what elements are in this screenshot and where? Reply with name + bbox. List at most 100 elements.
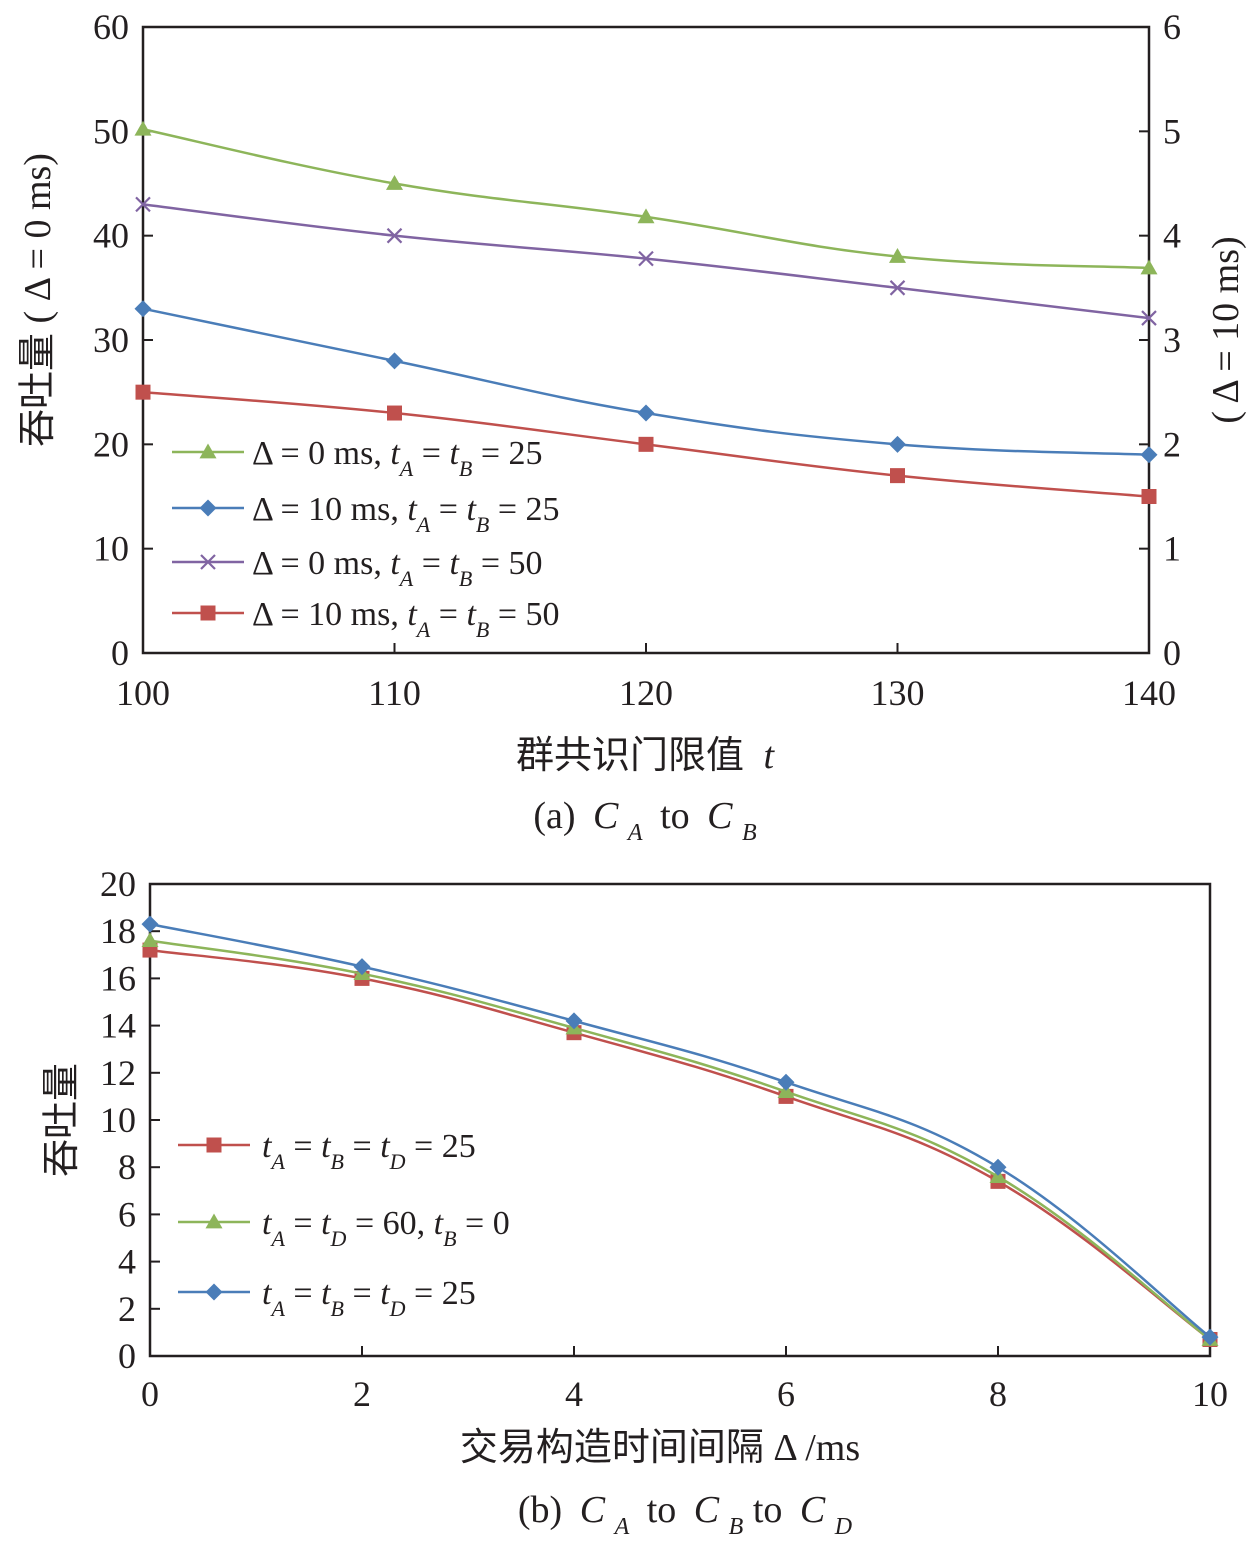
data-point-b-1-0 [141, 932, 159, 948]
legend-label-b-0-var-0: t [262, 1128, 273, 1165]
x-tick-label-b-0: 0 [141, 1374, 159, 1414]
legend-marker-b-1 [205, 1213, 223, 1229]
legend-label-a-3-sub-5: B [476, 617, 489, 642]
series-line-a-1 [142, 307, 1150, 457]
caption-b-sub1: A [613, 1514, 630, 1540]
legend-label-b-0: tA = tB = tD = 25 [262, 1128, 476, 1174]
y-tick-label-b-2: 4 [118, 1242, 136, 1282]
y-tick-label-b-6: 12 [100, 1053, 136, 1093]
x-tick-label-b-4: 8 [989, 1374, 1007, 1414]
legend-label-a-2-sub-5: B [459, 566, 472, 591]
data-point-a-3-2 [638, 436, 654, 452]
legend-label-a-2-txt-6: = 50 [472, 545, 542, 582]
legend-marker-b-2 [205, 1283, 223, 1301]
legend-label-a-0-sub-2: A [398, 456, 414, 481]
caption-b-prefix: (b) [518, 1489, 562, 1531]
legend-label-a-2-sub-2: A [398, 566, 414, 591]
legend-label-b-0-var-3: t [321, 1128, 332, 1165]
legend-label-b-2-txt-8: = 25 [406, 1275, 476, 1312]
data-point-a-1-4 [1140, 446, 1158, 464]
caption-a-prefix: (a) [533, 795, 575, 837]
y-tick-label-left-a-6: 60 [93, 7, 129, 47]
legend-label-a-2-txt-0: Δ = 0 ms, [252, 545, 390, 582]
caption-a-to: to [660, 795, 690, 837]
legend-label-a-0-sub-5: B [459, 456, 472, 481]
y-tick-label-b-5: 10 [100, 1100, 136, 1140]
data-point-a-0-0 [134, 120, 152, 136]
y-tick-label-left-a-4: 40 [93, 216, 129, 256]
x-tick-label-b-1: 2 [353, 1374, 371, 1414]
x-tick-label-a-2: 120 [619, 673, 673, 713]
legend-marker-b-0 [206, 1137, 222, 1153]
y-tick-label-right-a-2: 2 [1163, 424, 1181, 464]
legend-label-a-3-sub-2: A [415, 617, 431, 642]
caption-b-c3: C [800, 1489, 826, 1531]
legend-label-a-1-txt-6: = 25 [489, 491, 559, 528]
y-tick-label-b-7: 14 [100, 1006, 136, 1046]
y-tick-label-right-a-5: 5 [1163, 111, 1181, 151]
legend-label-b-1-var-6: t [434, 1205, 445, 1242]
x-axis-label-a-text: 群共识门限值 [516, 735, 744, 777]
legend-label-a-0-txt-6: = 25 [472, 435, 542, 472]
legend-label-a-1-var-4: t [466, 491, 477, 528]
legend-label-a-0-var-4: t [449, 435, 460, 472]
legend-label-b-0-sub-4: B [331, 1149, 344, 1174]
data-point-b-2-3 [777, 1073, 795, 1091]
y-axis-label-right-a: ( Δ = 10 ms) [1205, 236, 1247, 423]
legend-label-a-0-txt-3: = [413, 435, 449, 472]
caption-b-sub2: B [729, 1514, 744, 1540]
legend-label-b-1-var-0: t [262, 1205, 273, 1242]
chart-a: 0 10 20 30 40 50 60 0 1 2 3 4 5 6 100 110 120 130 140 Δ = … [17, 7, 1247, 846]
data-point-a-2-0 [135, 196, 151, 213]
y-axis-label-b: 吞吐量 [41, 1063, 83, 1177]
legend-label-b-2-txt-2: = [285, 1275, 321, 1312]
y-tick-label-right-a-3: 3 [1163, 320, 1181, 360]
legend-label-a-1-txt-0: Δ = 10 ms, [252, 491, 407, 528]
series-line-a-0 [142, 128, 1150, 270]
legend-label-b-1-sub-4: D [330, 1226, 347, 1251]
data-point-a-0-2 [637, 208, 655, 224]
legend-label-b-1-sub-1: A [269, 1226, 285, 1251]
legend-label-b-2-sub-4: B [331, 1296, 344, 1321]
legend-label-b-2-var-3: t [321, 1275, 332, 1312]
x-tick-label-b-5: 10 [1192, 1374, 1228, 1414]
legend-label-b-1-txt-8: = 0 [457, 1205, 510, 1242]
legend-marker-a-1 [199, 499, 217, 517]
data-point-b-2-0 [141, 915, 159, 933]
legend-a: Δ = 0 ms, tA = tB = 25Δ = 10 ms, tA = tB… [172, 435, 560, 642]
data-point-a-3-4 [1141, 489, 1157, 504]
x-tick-label-a-3: 130 [871, 673, 925, 713]
legend-label-a-1-var-1: t [407, 491, 418, 528]
legend-label-a-2: Δ = 0 ms, tA = tB = 50 [252, 545, 543, 591]
legend-label-a-0: Δ = 0 ms, tA = tB = 25 [252, 435, 543, 481]
y-tick-label-right-a-0: 0 [1163, 633, 1181, 673]
caption-b-c2: C [694, 1489, 720, 1531]
data-point-a-1-0 [134, 300, 152, 318]
y-tick-label-right-a-1: 1 [1163, 529, 1181, 569]
legend-label-a-1-txt-3: = [430, 491, 466, 528]
y-tick-label-b-4: 8 [118, 1147, 136, 1187]
legend-label-a-2-var-4: t [449, 545, 460, 582]
data-point-b-2-1 [353, 958, 371, 976]
data-point-b-2-5 [1201, 1328, 1219, 1346]
y-tick-label-left-a-5: 50 [93, 111, 129, 151]
legend-marker-a-0 [199, 443, 217, 459]
legend-label-b-2-txt-5: = [344, 1275, 380, 1312]
data-point-a-1-3 [889, 435, 906, 453]
data-point-a-2-2 [638, 250, 654, 267]
legend-label-a-1: Δ = 10 ms, tA = tB = 25 [252, 491, 560, 537]
x-tick-label-a-0: 100 [116, 673, 170, 713]
x-axis-label-b: 交易构造时间间隔 Δ /ms [460, 1427, 860, 1469]
legend-label-a-2-var-1: t [390, 545, 401, 582]
legend-label-b-1-var-3: t [321, 1205, 332, 1242]
data-point-a-2-4 [1141, 310, 1157, 326]
legend-label-b-0-sub-1: A [269, 1149, 285, 1174]
y-tick-label-left-a-2: 20 [93, 424, 129, 464]
data-point-a-3-0 [135, 384, 151, 400]
legend-label-b-2: tA = tB = tD = 25 [262, 1275, 476, 1321]
legend-label-a-3-txt-0: Δ = 10 ms, [252, 596, 407, 633]
data-point-a-0-4 [1140, 259, 1158, 275]
series-line-b-2 [149, 922, 1211, 1339]
data-point-a-0-1 [386, 175, 403, 190]
